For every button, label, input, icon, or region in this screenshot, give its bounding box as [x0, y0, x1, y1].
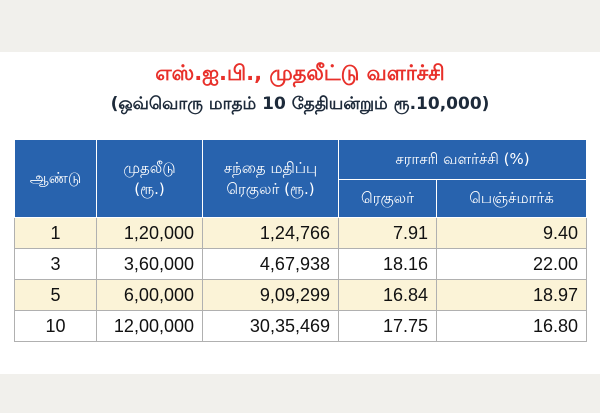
cell-year: 5: [14, 279, 97, 311]
cell-year: 1: [14, 217, 97, 249]
cell-benchmark: 16.80: [436, 310, 587, 342]
cell-market-value: 30,35,469: [202, 310, 339, 342]
header-regular: ரெகுலர்: [338, 179, 437, 218]
cell-regular: 16.84: [338, 279, 437, 311]
header-year: ஆண்டு: [14, 139, 97, 218]
header-market-value: சந்தை மதிப்பு ரெகுலர் (ரூ.): [202, 139, 339, 218]
cell-investment: 1,20,000: [96, 217, 203, 249]
cell-regular: 17.75: [338, 310, 437, 342]
cell-benchmark: 9.40: [436, 217, 587, 249]
cell-year: 10: [14, 310, 97, 342]
sip-growth-table: ஆண்டு முதலீடு (ரூ.) சந்தை மதிப்பு ரெகுலர…: [14, 139, 587, 342]
cell-market-value: 1,24,766: [202, 217, 339, 249]
cell-market-value: 9,09,299: [202, 279, 339, 311]
header-investment: முதலீடு (ரூ.): [96, 139, 203, 218]
header-market-line1: சந்தை மதிப்பு: [223, 158, 318, 177]
header-average-growth: சராசரி வளர்ச்சி (%): [338, 139, 587, 180]
cell-year: 3: [14, 248, 97, 280]
infographic-card: எஸ்.ஐ.பி., முதலீட்டு வளர்ச்சி (ஒவ்வொரு ம…: [0, 52, 600, 374]
table-row: 5 6,00,000 9,09,299 16.84 18.97: [14, 279, 587, 311]
infographic-subtitle: (ஒவ்வொரு மாதம் 10 தேதியன்றும் ரூ.10,000): [110, 94, 490, 114]
cell-investment: 6,00,000: [96, 279, 203, 311]
cell-regular: 7.91: [338, 217, 437, 249]
header-investment-line2: (ரூ.): [134, 179, 165, 198]
table-row: 3 3,60,000 4,67,938 18.16 22.00: [14, 248, 587, 280]
cell-investment: 12,00,000: [96, 310, 203, 342]
cell-investment: 3,60,000: [96, 248, 203, 280]
header-benchmark: பெஞ்ச்மார்க்: [436, 179, 587, 218]
infographic-title: எஸ்.ஐ.பி., முதலீட்டு வளர்ச்சி: [155, 61, 445, 85]
header-market-line2: ரெகுலர் (ரூ.): [226, 179, 315, 198]
cell-regular: 18.16: [338, 248, 437, 280]
cell-market-value: 4,67,938: [202, 248, 339, 280]
cell-benchmark: 22.00: [436, 248, 587, 280]
header-investment-line1: முதலீடு: [123, 158, 176, 177]
table-row: 1 1,20,000 1,24,766 7.91 9.40: [14, 217, 587, 249]
cell-benchmark: 18.97: [436, 279, 587, 311]
table-row: 10 12,00,000 30,35,469 17.75 16.80: [14, 310, 587, 342]
